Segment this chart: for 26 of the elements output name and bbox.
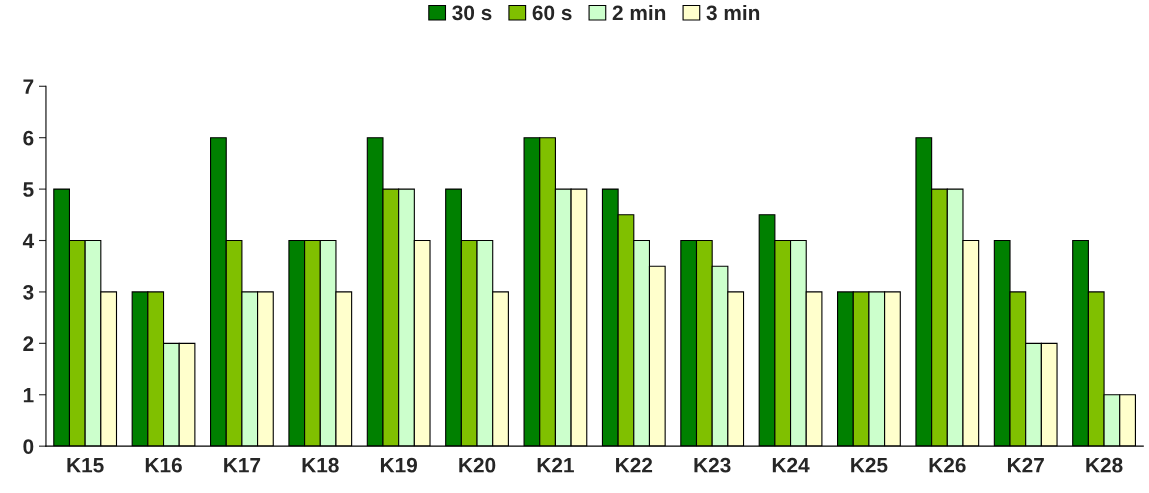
- y-tick-label: 0: [23, 439, 34, 454]
- y-tick-label: 3: [23, 284, 34, 300]
- x-tick-label: K18: [302, 457, 339, 473]
- x-tick-label: K28: [1086, 457, 1123, 473]
- x-tick-label: K24: [772, 457, 810, 473]
- y-tick-label: 4: [22, 233, 35, 249]
- y-tick-label: 7: [23, 79, 34, 94]
- x-tick-label: K21: [537, 457, 574, 473]
- x-tick-label: K16: [145, 457, 182, 473]
- x-tick-label: K15: [67, 458, 104, 473]
- x-tick-label: K23: [694, 457, 731, 473]
- legend-label: 3 min: [706, 4, 760, 21]
- x-tick-label: K26: [929, 457, 966, 473]
- x-tick-label: K22: [616, 457, 653, 473]
- x-tick-label: K27: [1007, 457, 1044, 473]
- y-tick-label: 2: [23, 336, 34, 351]
- legend-label: 60 s: [532, 5, 572, 21]
- legend-label: 30 s: [452, 5, 492, 21]
- x-tick-label: K17: [224, 458, 261, 473]
- x-tick-label: K25: [851, 457, 888, 473]
- x-tick-label: K20: [459, 457, 496, 473]
- y-tick-label: 1: [23, 387, 34, 403]
- legend-label: 2 min: [612, 4, 666, 21]
- y-tick-label: 5: [23, 182, 34, 197]
- x-tick-label: K19: [380, 457, 417, 473]
- y-tick-label: 6: [23, 130, 34, 146]
